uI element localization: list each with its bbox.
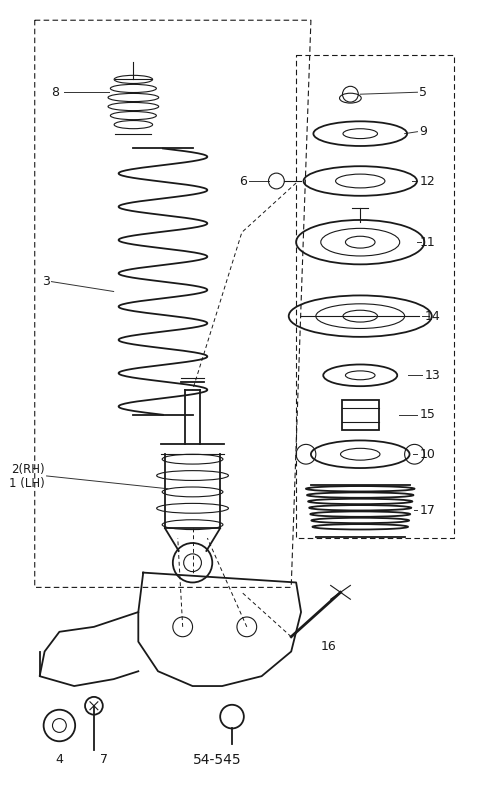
Text: 9: 9 bbox=[420, 125, 427, 138]
Text: 1 (LH): 1 (LH) bbox=[9, 477, 45, 490]
Text: 10: 10 bbox=[420, 448, 435, 460]
Text: 12: 12 bbox=[420, 175, 435, 188]
Text: 15: 15 bbox=[420, 409, 435, 421]
Text: 14: 14 bbox=[424, 310, 440, 322]
Text: 7: 7 bbox=[100, 753, 108, 766]
Text: 3: 3 bbox=[42, 275, 49, 288]
Text: 8: 8 bbox=[51, 85, 60, 99]
Text: 13: 13 bbox=[424, 369, 440, 381]
Text: 5: 5 bbox=[420, 85, 427, 99]
Text: 54-545: 54-545 bbox=[192, 753, 241, 767]
Text: 6: 6 bbox=[239, 175, 247, 188]
Text: 11: 11 bbox=[420, 235, 435, 249]
Text: 17: 17 bbox=[420, 504, 435, 517]
Text: 2(RH): 2(RH) bbox=[11, 463, 45, 476]
Text: 16: 16 bbox=[321, 640, 336, 653]
Text: 4: 4 bbox=[56, 753, 63, 766]
Bar bbox=[341, 400, 379, 429]
